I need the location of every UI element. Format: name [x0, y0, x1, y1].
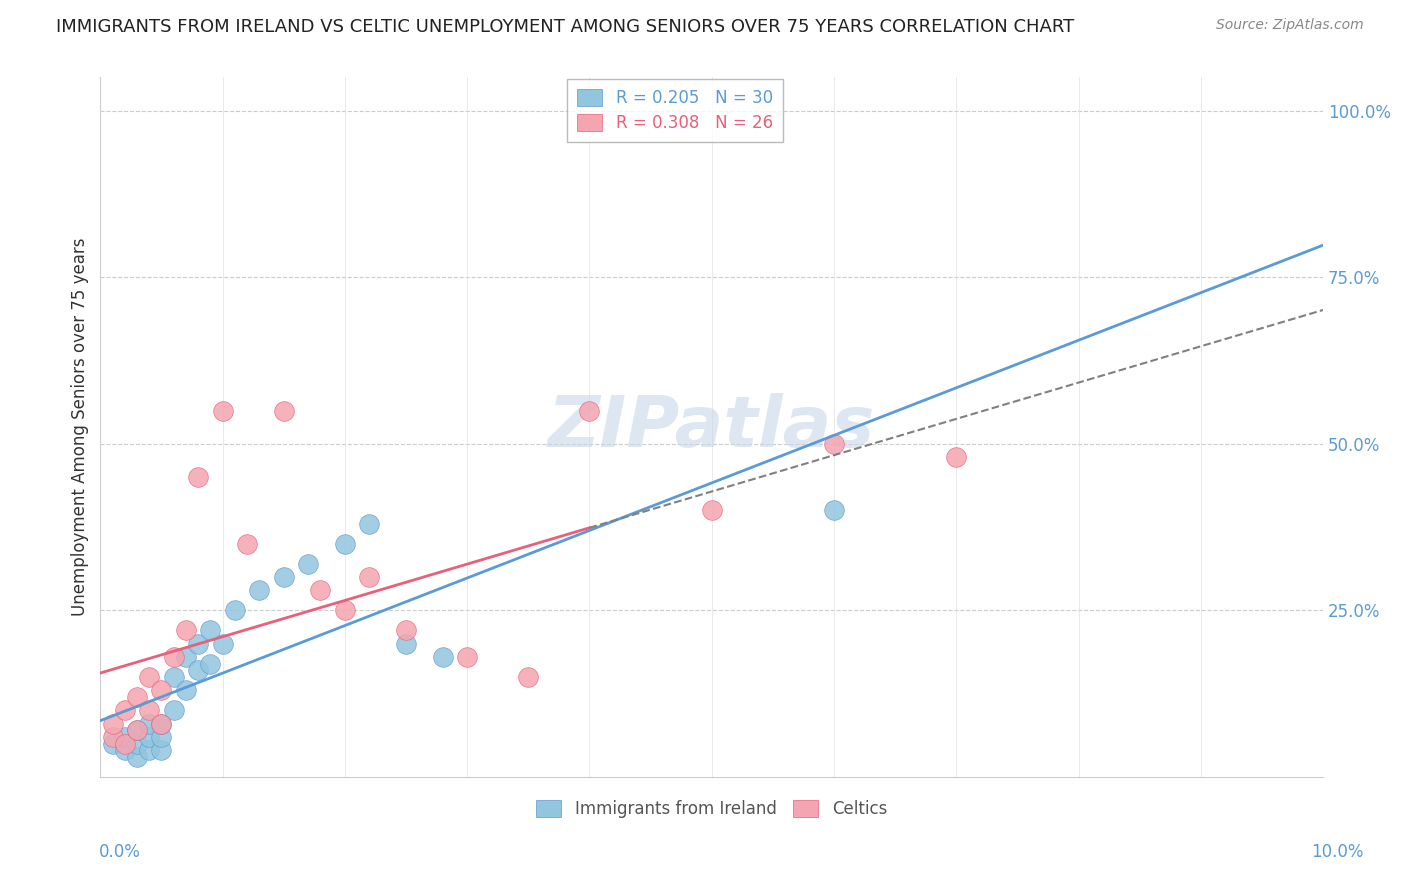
Point — [309, 583, 332, 598]
Point — [163, 703, 186, 717]
Point — [395, 624, 418, 638]
Point — [333, 537, 356, 551]
Point — [101, 730, 124, 744]
Point — [273, 403, 295, 417]
Point — [138, 743, 160, 757]
Point — [187, 663, 209, 677]
Point — [823, 503, 845, 517]
Point — [200, 657, 222, 671]
Y-axis label: Unemployment Among Seniors over 75 years: Unemployment Among Seniors over 75 years — [72, 238, 89, 616]
Point — [700, 503, 723, 517]
Point — [174, 650, 197, 665]
Text: 0.0%: 0.0% — [98, 843, 141, 861]
Point — [125, 723, 148, 738]
Point — [101, 716, 124, 731]
Point — [174, 624, 197, 638]
Point — [114, 730, 136, 744]
Point — [359, 570, 381, 584]
Point — [456, 650, 478, 665]
Point — [125, 737, 148, 751]
Point — [297, 557, 319, 571]
Point — [101, 737, 124, 751]
Point — [150, 743, 173, 757]
Point — [174, 683, 197, 698]
Point — [150, 716, 173, 731]
Point — [114, 743, 136, 757]
Point — [125, 723, 148, 738]
Point — [211, 403, 233, 417]
Point — [224, 603, 246, 617]
Point — [236, 537, 259, 551]
Point — [945, 450, 967, 464]
Point — [273, 570, 295, 584]
Point — [125, 750, 148, 764]
Point — [114, 737, 136, 751]
Point — [138, 703, 160, 717]
Point — [211, 637, 233, 651]
Point — [125, 690, 148, 704]
Point — [395, 637, 418, 651]
Point — [517, 670, 540, 684]
Point — [247, 583, 270, 598]
Point — [150, 716, 173, 731]
Point — [138, 716, 160, 731]
Point — [150, 730, 173, 744]
Legend: Immigrants from Ireland, Celtics: Immigrants from Ireland, Celtics — [530, 793, 894, 824]
Text: ZIPatlas: ZIPatlas — [548, 392, 876, 462]
Point — [114, 703, 136, 717]
Point — [163, 670, 186, 684]
Point — [823, 437, 845, 451]
Point — [187, 637, 209, 651]
Text: Source: ZipAtlas.com: Source: ZipAtlas.com — [1216, 18, 1364, 32]
Point — [200, 624, 222, 638]
Point — [138, 670, 160, 684]
Text: IMMIGRANTS FROM IRELAND VS CELTIC UNEMPLOYMENT AMONG SENIORS OVER 75 YEARS CORRE: IMMIGRANTS FROM IRELAND VS CELTIC UNEMPL… — [56, 18, 1074, 36]
Point — [333, 603, 356, 617]
Point — [578, 403, 600, 417]
Point — [163, 650, 186, 665]
Point — [432, 650, 454, 665]
Point — [359, 516, 381, 531]
Point — [150, 683, 173, 698]
Text: 10.0%: 10.0% — [1312, 843, 1364, 861]
Point — [187, 470, 209, 484]
Point — [138, 730, 160, 744]
